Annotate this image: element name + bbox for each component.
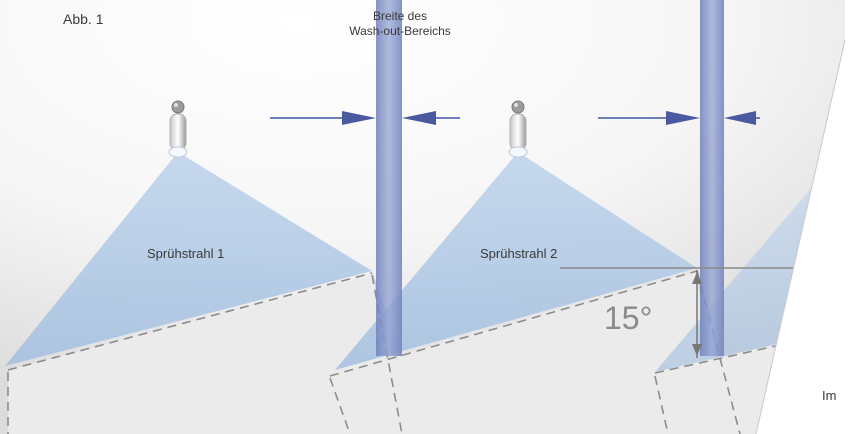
width-arrows-1 xyxy=(270,111,460,125)
washout-width-label: Breite des Wash-out-Bereichs xyxy=(300,9,500,39)
spray-cone-2 xyxy=(335,152,697,370)
washout-width-label-line2: Wash-out-Bereichs xyxy=(349,24,451,38)
angle-label: 15° xyxy=(604,300,653,336)
spray-label-2: Sprühstrahl 2 xyxy=(480,246,558,261)
spray-label-1: Sprühstrahl 1 xyxy=(147,246,225,261)
surface-1 xyxy=(8,275,400,434)
nozzle-1 xyxy=(168,100,188,158)
sheet-edge xyxy=(755,39,846,434)
width-arrows-2 xyxy=(598,111,760,125)
washout-band-2 xyxy=(700,0,724,356)
washout-band-1 xyxy=(376,0,402,356)
surface-2 xyxy=(330,272,735,434)
figure-label: Abb. 1 xyxy=(63,11,104,27)
cut-off-text: Im xyxy=(822,388,837,403)
washout-width-label-line1: Breite des xyxy=(372,9,428,23)
nozzle-2 xyxy=(508,100,528,158)
spray-cone-1 xyxy=(5,152,372,366)
